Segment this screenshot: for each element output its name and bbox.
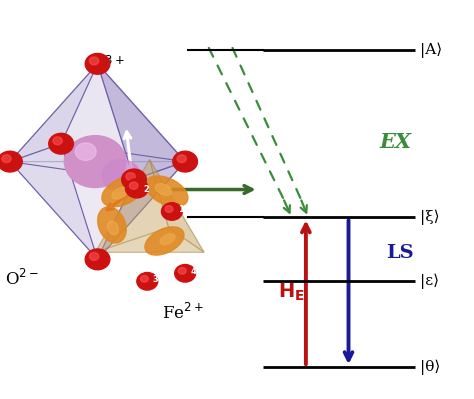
Circle shape [2, 155, 11, 163]
Text: 1: 1 [178, 205, 183, 214]
Polygon shape [10, 162, 185, 259]
Text: 4: 4 [191, 267, 197, 276]
Circle shape [102, 160, 140, 192]
Circle shape [178, 267, 186, 274]
Circle shape [122, 169, 146, 190]
Text: LS: LS [386, 244, 414, 263]
Text: Fe$^{2+}$: Fe$^{2+}$ [162, 303, 204, 323]
Circle shape [126, 173, 135, 180]
Circle shape [173, 151, 198, 172]
Text: 3: 3 [153, 275, 159, 284]
Circle shape [126, 179, 148, 198]
Polygon shape [98, 162, 185, 259]
Circle shape [137, 273, 158, 290]
Polygon shape [10, 64, 98, 162]
Polygon shape [10, 144, 98, 259]
Text: EX: EX [379, 132, 411, 152]
Text: |θ⟩: |θ⟩ [419, 359, 440, 375]
Text: $\mathbf{H}_{\mathbf{E}}$: $\mathbf{H}_{\mathbf{E}}$ [278, 282, 305, 303]
Circle shape [75, 143, 96, 160]
Circle shape [162, 203, 182, 220]
Polygon shape [98, 162, 185, 259]
Circle shape [175, 265, 196, 282]
Polygon shape [150, 160, 204, 253]
Ellipse shape [112, 187, 128, 199]
Ellipse shape [155, 184, 172, 196]
Ellipse shape [108, 221, 118, 235]
Polygon shape [95, 160, 169, 253]
Polygon shape [95, 160, 204, 253]
Text: 2: 2 [143, 185, 149, 194]
Circle shape [64, 136, 126, 188]
Circle shape [140, 275, 148, 282]
Polygon shape [98, 64, 185, 180]
Text: |ξ⟩: |ξ⟩ [419, 210, 439, 225]
Ellipse shape [98, 207, 126, 243]
Text: |A⟩: |A⟩ [419, 42, 442, 57]
Polygon shape [95, 227, 204, 253]
Ellipse shape [146, 176, 188, 207]
Circle shape [129, 182, 138, 189]
Text: |ε⟩: |ε⟩ [419, 274, 438, 289]
Polygon shape [10, 64, 185, 162]
Circle shape [90, 57, 99, 65]
Circle shape [85, 249, 110, 270]
Ellipse shape [160, 234, 175, 245]
Ellipse shape [102, 176, 145, 207]
Circle shape [90, 253, 99, 261]
Circle shape [0, 151, 22, 172]
Circle shape [165, 205, 173, 212]
Circle shape [53, 137, 62, 145]
Circle shape [177, 155, 186, 163]
Text: Cr$^{3+}$: Cr$^{3+}$ [84, 56, 125, 76]
Circle shape [85, 53, 110, 74]
Ellipse shape [145, 227, 184, 255]
Circle shape [49, 133, 73, 154]
Polygon shape [98, 64, 185, 180]
Text: O$^{2-}$: O$^{2-}$ [5, 269, 39, 289]
